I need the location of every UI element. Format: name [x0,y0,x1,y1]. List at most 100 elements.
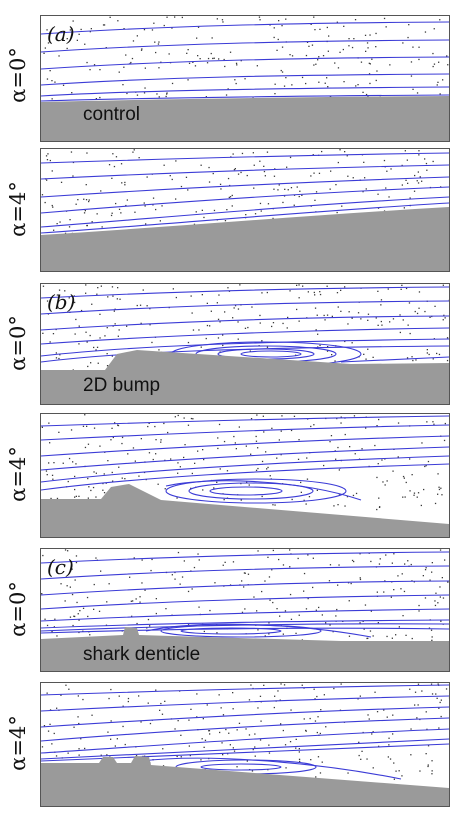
seed-particle [261,340,263,342]
seed-particle [212,57,214,60]
seed-particle [42,554,44,557]
seed-particle [286,166,288,168]
seed-particle [52,478,54,480]
streamlines [41,286,449,363]
seed-particle [263,684,265,686]
seed-particle [392,714,394,716]
seed-particle [282,322,284,325]
seed-particle [208,166,210,169]
seed-particle [417,182,420,184]
seed-particle [359,622,361,624]
seed-particle [371,733,373,735]
seed-particle [316,489,318,491]
bump-surface [41,484,449,537]
seed-particle [207,57,210,60]
seed-particle [250,418,253,420]
seed-particle [58,357,60,360]
seed-particle [115,202,117,205]
seed-particle [205,337,207,340]
seed-particle [260,720,262,722]
seed-particle [45,470,48,472]
seed-particle [281,25,283,27]
seed-particle [59,221,61,223]
seed-particle [350,582,352,585]
seed-particle [344,286,346,288]
seed-particle [367,95,369,97]
seed-particle [159,709,161,711]
seed-particle [414,174,416,177]
seed-particle [355,85,357,87]
seed-particle [188,719,190,721]
seed-particle [379,506,381,508]
seed-particle [425,711,427,713]
seed-particle [118,695,120,697]
seed-particle [121,436,124,439]
seed-particle [365,358,367,360]
seed-particle [417,704,419,706]
seed-particle [301,76,304,79]
seed-particle [280,430,282,432]
seed-particle [280,454,282,456]
panel-denticle-alpha0: (c) shark denticle [40,548,450,672]
seed-particle [418,150,420,152]
panel-bump-alpha0: (b) 2D bump [40,283,450,405]
seed-particle [303,718,305,720]
seed-particle [273,175,276,177]
seed-particle [175,296,177,299]
seed-particle [84,747,86,750]
seed-particle [153,22,155,24]
seed-particle [441,494,443,496]
seed-particle [221,19,224,21]
seed-particle [443,314,445,316]
seed-particle [298,751,300,753]
seed-particle [363,161,365,163]
seed-particle [284,188,286,190]
seed-particle [347,175,349,177]
panel-tag-c: (c) [47,555,74,579]
seed-particle [107,731,109,733]
seed-particle [116,738,118,740]
seed-particle [424,31,427,33]
seed-particle [78,325,80,327]
seed-particle [280,723,282,725]
seed-particle [431,773,433,775]
seed-particle [244,608,246,610]
seed-particle [78,619,80,621]
seed-particle [67,752,69,754]
seed-particle [237,308,240,310]
seed-particle [51,204,53,207]
seed-particle [98,610,101,612]
seed-particle [152,197,155,199]
seed-particle [401,775,403,777]
seed-particle [175,198,177,200]
seed-particle [257,467,259,470]
seed-particle [171,82,174,85]
seed-particle [49,709,52,711]
seed-particle [158,41,160,43]
seed-particle [384,580,386,582]
seed-particle [135,755,138,757]
angle-label-1: α=0° [6,47,31,103]
seed-particle [398,626,400,628]
seed-particle [416,180,418,182]
seed-particle [390,596,392,598]
seed-particle [162,765,165,767]
seed-particle [351,342,353,344]
seed-particle [100,190,102,192]
seed-particle [140,322,142,324]
seed-particle [91,303,93,305]
seed-particle [99,337,101,339]
seed-particle [149,308,151,310]
seed-particle [209,609,211,612]
seed-particle [80,28,82,31]
seed-particle [305,729,307,732]
seed-particle [78,748,80,750]
seed-particle [357,698,359,700]
seed-particle [391,637,393,639]
seed-particle [85,292,87,294]
seed-particle [160,61,162,63]
seed-particle [283,684,286,686]
seed-particle [136,94,139,96]
seed-particle [446,337,449,339]
seed-particle [303,590,305,592]
